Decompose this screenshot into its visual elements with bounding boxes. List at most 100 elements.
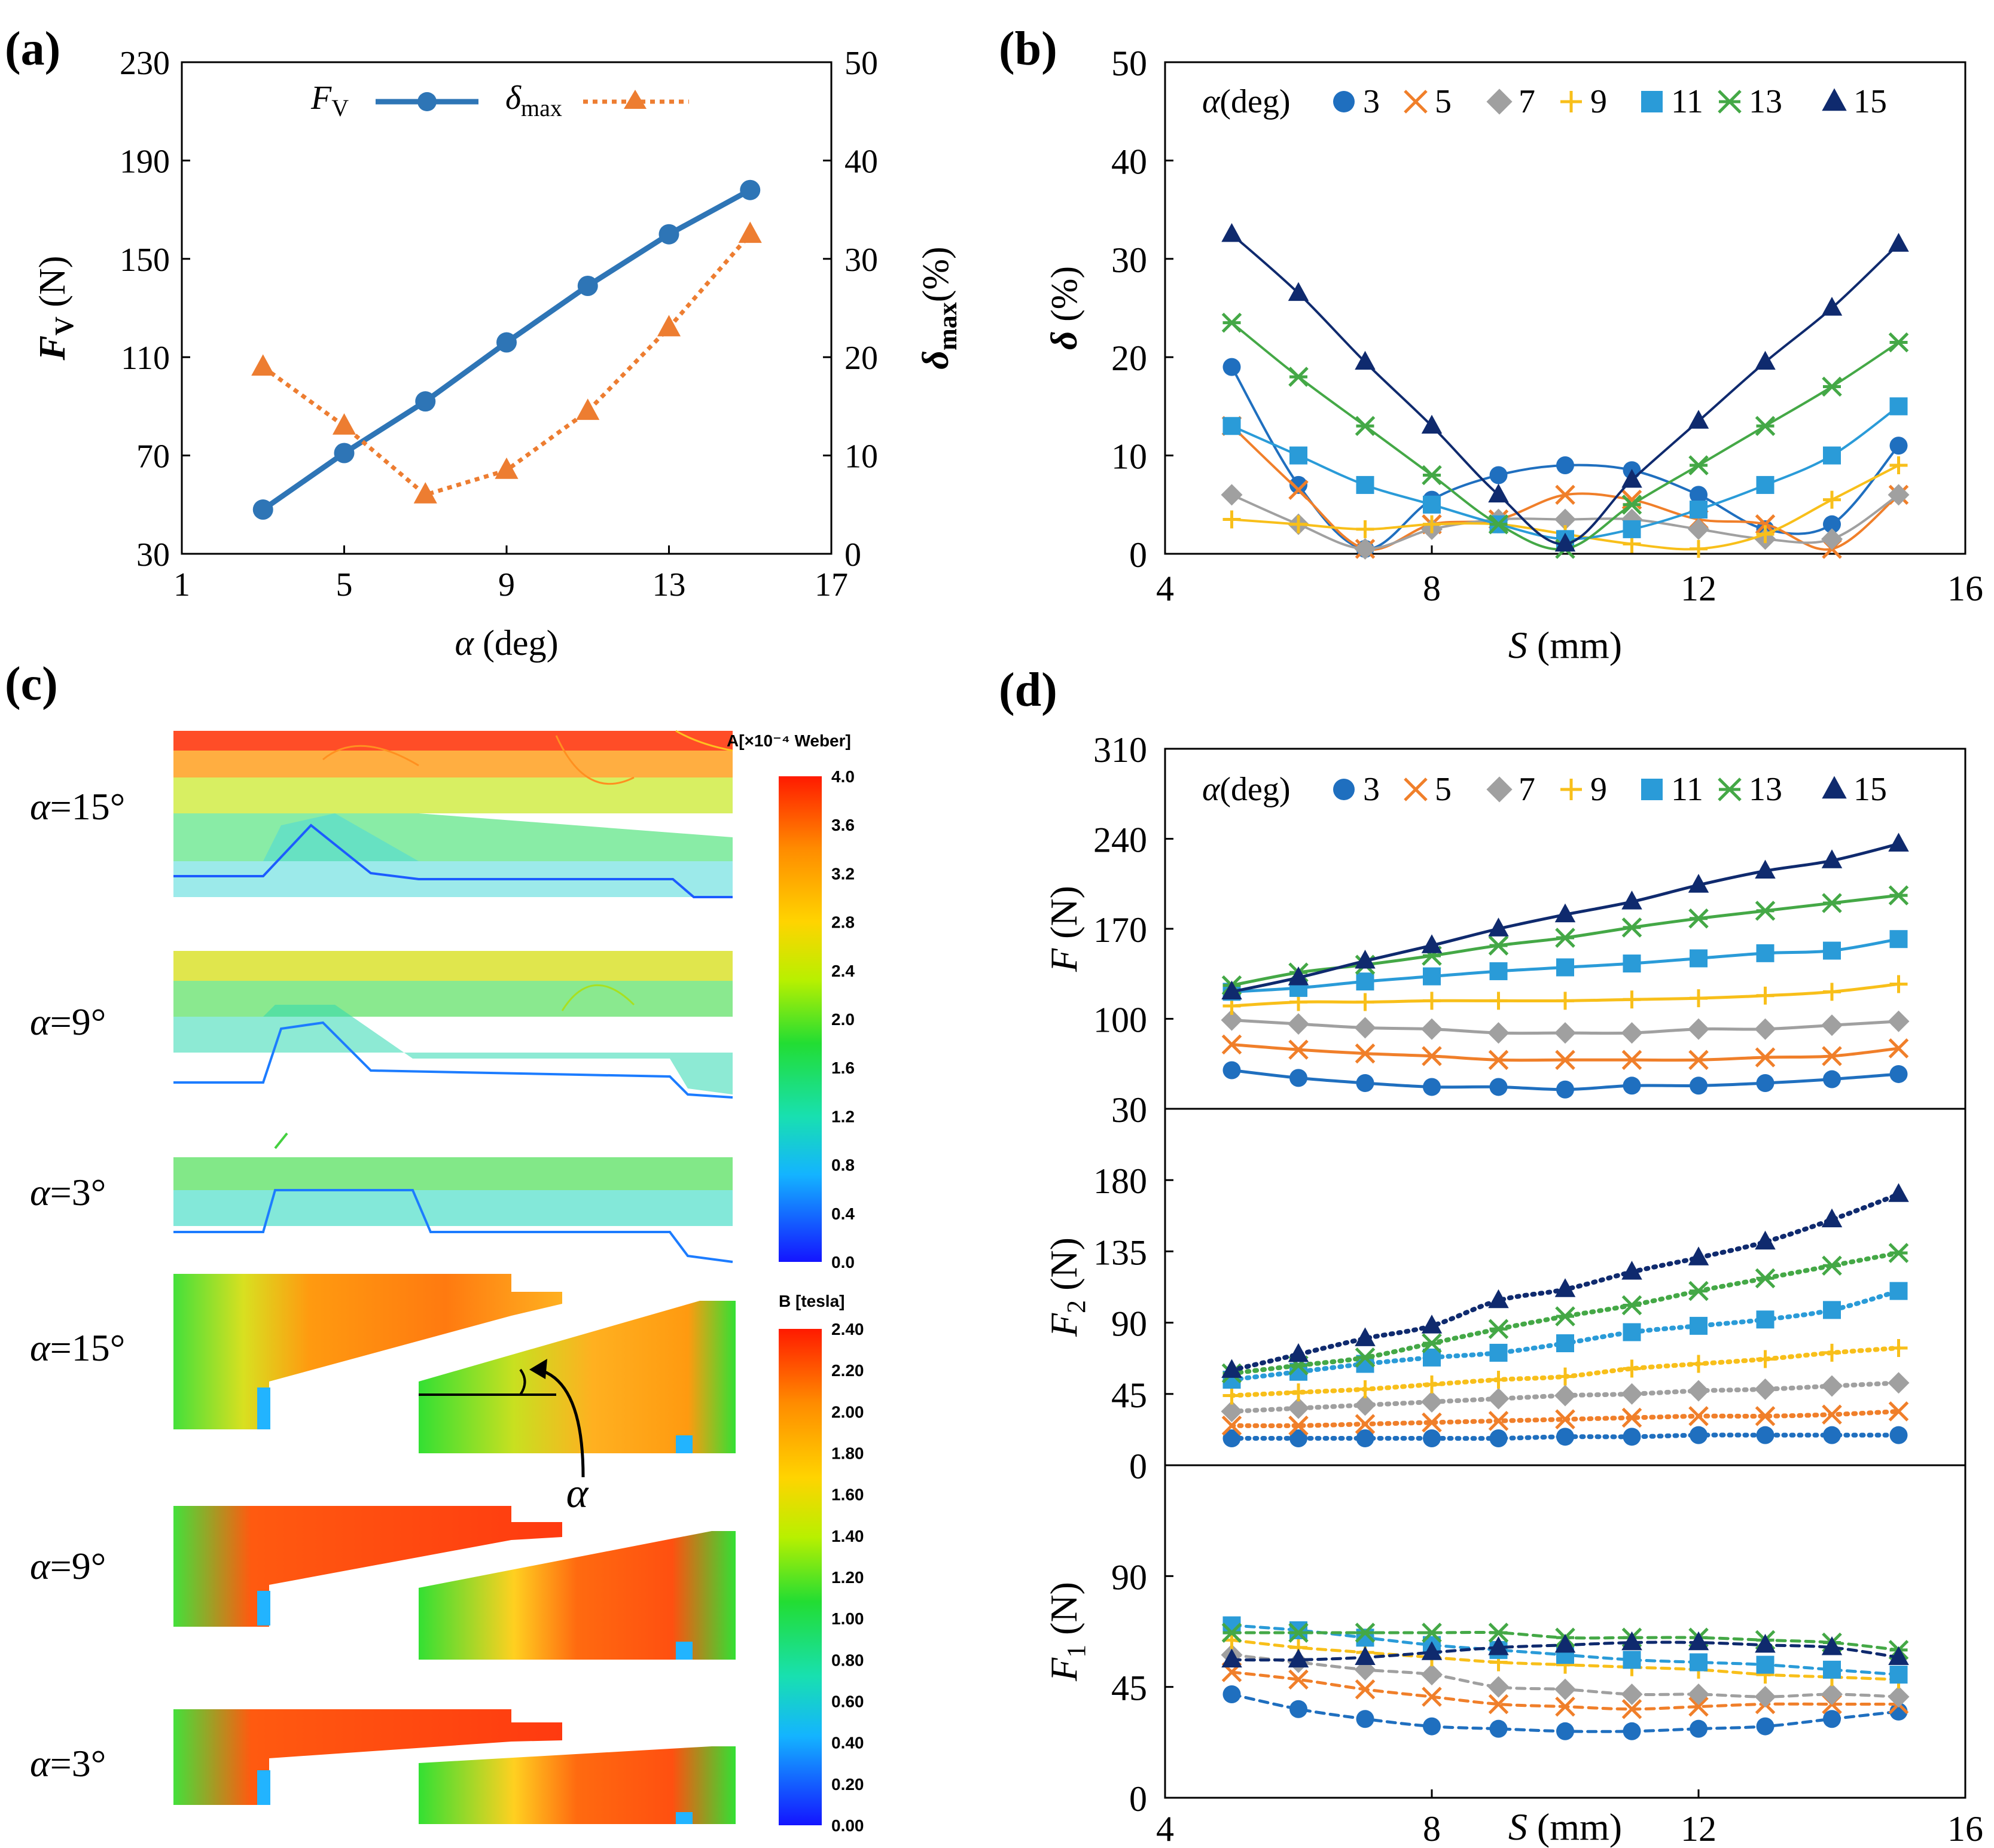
data-point-alpha-3	[1889, 1065, 1908, 1083]
legend-title: α(deg)	[1202, 83, 1291, 120]
data-point-alpha-3	[1889, 1426, 1908, 1444]
legend-label-alpha-15: 15	[1853, 83, 1887, 120]
data-point-alpha-7	[1754, 1018, 1776, 1040]
field-plot-15	[173, 1274, 736, 1453]
data-point-alpha-9	[1423, 515, 1441, 533]
data-point-alpha-11	[1823, 1301, 1841, 1319]
data-point-alpha-3	[1222, 1061, 1241, 1079]
data-point-alpha-7	[1621, 1022, 1643, 1044]
legend-fv-marker	[417, 92, 437, 111]
field-colorbar-tick: 1.20	[831, 1568, 864, 1587]
y-tick-label: 310	[1093, 730, 1147, 770]
data-point-alpha-11	[1823, 446, 1841, 465]
panel-a-ylabel-right: δmax(%)	[916, 246, 962, 369]
data-point-alpha-3	[1556, 1428, 1574, 1446]
data-point-alpha-15	[1554, 1633, 1576, 1653]
data-point-alpha-3	[1690, 1426, 1708, 1444]
data-point-alpha-5	[1755, 1047, 1776, 1068]
legend-title: α(deg)	[1202, 771, 1291, 808]
data-point-alpha-3	[1690, 1719, 1708, 1738]
data-point-alpha-9	[1889, 456, 1908, 475]
data-point-alpha-7	[1221, 484, 1243, 506]
data-point-alpha-5	[1621, 1407, 1642, 1428]
y-tick-label: 135	[1093, 1233, 1147, 1272]
data-point-alpha-9	[1423, 992, 1441, 1010]
data-point-alpha-13	[1355, 1347, 1376, 1368]
panel-d-ylabel-F2: F2 (N)	[1042, 1237, 1091, 1337]
data-point-alpha-5	[1288, 1416, 1309, 1436]
data-point-alpha-15	[1554, 1278, 1576, 1297]
x-tick-label: 8	[1423, 1809, 1441, 1848]
flux-colorbar-tick: 0.8	[831, 1156, 855, 1175]
data-point-alpha-13	[1488, 514, 1509, 535]
data-point-alpha-5	[1488, 1411, 1509, 1431]
data-point-alpha-3	[1423, 1429, 1441, 1447]
series-line-alpha-13	[1229, 1251, 1901, 1376]
field-colorbar-tick: 0.40	[831, 1734, 864, 1752]
legend-marker-alpha-3	[1333, 779, 1355, 800]
data-point-alpha-5	[1688, 1050, 1709, 1071]
legend-label-alpha-9: 9	[1590, 771, 1607, 808]
legend-label-alpha-5: 5	[1435, 771, 1452, 808]
data-point-alpha-13	[1621, 917, 1642, 938]
data-point-alpha-13	[1755, 1268, 1776, 1289]
data-point-alpha-5	[1555, 1409, 1575, 1429]
data-point-alpha-9	[1889, 975, 1908, 993]
data-point-alpha-15	[1554, 903, 1576, 923]
data-point-alpha-5	[1755, 514, 1776, 535]
field-colorbar-tick: 0.00	[831, 1816, 864, 1835]
data-point-alpha-13	[1755, 901, 1776, 921]
data-point-alpha-5	[1422, 1412, 1442, 1433]
data-point-alpha-7	[1554, 508, 1576, 530]
data-point-alpha-9	[1690, 989, 1708, 1008]
data-point-alpha-15	[1688, 410, 1709, 429]
flux-colorbar-tick: 3.2	[831, 864, 855, 883]
field-colorbar-title: B [tesla]	[779, 1292, 844, 1310]
data-point-alpha-7	[1421, 1391, 1443, 1413]
data-point-alpha-11	[1889, 1282, 1908, 1300]
legend-marker-alpha-11	[1641, 91, 1663, 112]
data-point-alpha-15	[1221, 1359, 1242, 1378]
flux-colorbar-tick: 0.4	[831, 1204, 855, 1223]
y-tick-label: 170	[1093, 910, 1147, 950]
field-plot-3	[173, 1709, 736, 1824]
data-point-alpha-15	[1488, 1289, 1509, 1309]
data-point-alpha-11	[1756, 944, 1775, 962]
flux-colorbar-title: A[×10⁻⁴ Weber]	[727, 731, 851, 750]
panel-c-simulation: α α=15° α=9° α=3° α=15° α=9° α=3° A[×10⁻⁴ Web…	[30, 730, 864, 1835]
y-tick-label: 90	[1111, 1304, 1147, 1344]
data-point-alpha-15	[1355, 350, 1376, 370]
flux-colorbar-tick: 2.0	[831, 1010, 855, 1029]
svg-text:F2 (N): F2 (N)	[1042, 1237, 1091, 1337]
data-point-alpha-15	[1755, 859, 1776, 879]
data-point-alpha-15	[1821, 849, 1843, 868]
data-point-alpha-15	[1421, 934, 1443, 953]
data-point-alpha-5	[1355, 1414, 1376, 1434]
data-point-alpha-7	[1487, 1676, 1510, 1698]
data-point-alpha-15	[1888, 1183, 1909, 1202]
data-point-alpha-3	[1356, 1429, 1374, 1447]
data-point-alpha-15	[1288, 1648, 1309, 1668]
data-point-alpha-11	[1623, 1323, 1641, 1341]
y-tick-label-left: 150	[120, 242, 170, 279]
data-point-alpha-15	[1755, 350, 1776, 370]
data-point-alpha-5	[1221, 1416, 1242, 1436]
data-point-alpha-15	[1355, 1327, 1376, 1346]
panel-label-a: (a)	[5, 23, 60, 75]
y-tick-label: 30	[1111, 240, 1147, 280]
data-point-alpha-7	[1421, 1018, 1443, 1040]
data-point-alpha-9	[1356, 1380, 1374, 1398]
data-point-alpha-15	[1755, 1633, 1776, 1653]
y-tick-label: 20	[1111, 339, 1147, 378]
data-point-alpha-15	[1288, 282, 1309, 301]
data-point-alpha-9	[1222, 1386, 1241, 1405]
data-point-alpha-5	[1488, 1694, 1509, 1715]
data-point-alpha-15	[1421, 1315, 1443, 1334]
data-point-alpha-11	[1889, 397, 1908, 416]
legend-label-alpha-7: 7	[1519, 83, 1535, 120]
data-point-alpha-9	[1690, 539, 1708, 558]
x-tick-label: 12	[1681, 569, 1716, 608]
data-point-alpha-13	[1621, 495, 1642, 515]
panel-b-xlabel: S (mm)	[1508, 624, 1622, 666]
y-tick-label-left: 190	[120, 143, 170, 180]
